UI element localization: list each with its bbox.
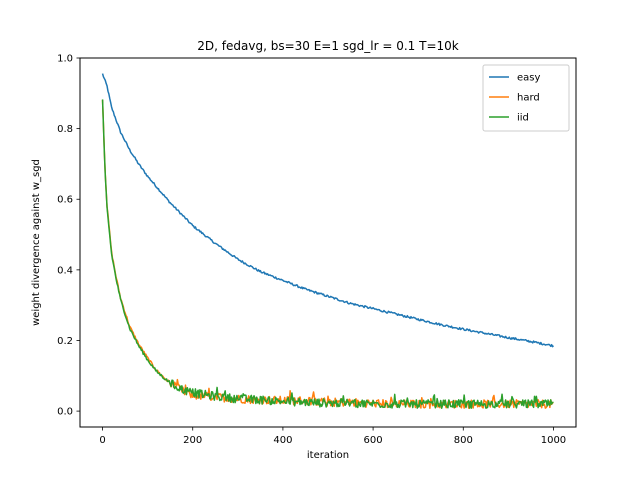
plot-area	[101, 73, 555, 409]
legend-label-easy: easy	[517, 73, 540, 84]
x-tick-label: 600	[364, 435, 383, 446]
legend: easy hard iid	[482, 64, 570, 132]
y-axis-label: weight divergence against w_sgd	[31, 159, 42, 326]
series-line-easy	[101, 73, 555, 348]
series-line-hard	[101, 99, 554, 409]
y-tick-label: 0.8	[57, 124, 73, 135]
x-tick-label: 1000	[541, 435, 566, 446]
y-axis: 0.0 0.2 0.4 0.6 0.8 1.0	[57, 54, 80, 418]
y-tick-label: 0.6	[57, 195, 73, 206]
y-tick-label: 1.0	[57, 54, 73, 65]
x-tick-label: 400	[273, 435, 292, 446]
y-tick-label: 0.0	[57, 407, 73, 418]
x-tick-label: 0	[99, 435, 105, 446]
plot-frame	[79, 57, 577, 428]
series-line-iid	[101, 99, 554, 409]
chart-title: 2D, fedavg, bs=30 E=1 sgd_lr = 0.1 T=10k	[197, 39, 459, 53]
legend-label-iid: iid	[517, 113, 529, 124]
x-tick-label: 200	[183, 435, 202, 446]
y-tick-label: 0.4	[57, 265, 73, 276]
x-axis: 0 200 400 600 800 1000	[99, 427, 566, 446]
legend-label-hard: hard	[517, 93, 540, 104]
y-tick-label: 0.2	[57, 336, 73, 347]
x-axis-label: iteration	[307, 450, 349, 461]
x-tick-label: 800	[454, 435, 473, 446]
legend-box	[482, 64, 570, 132]
